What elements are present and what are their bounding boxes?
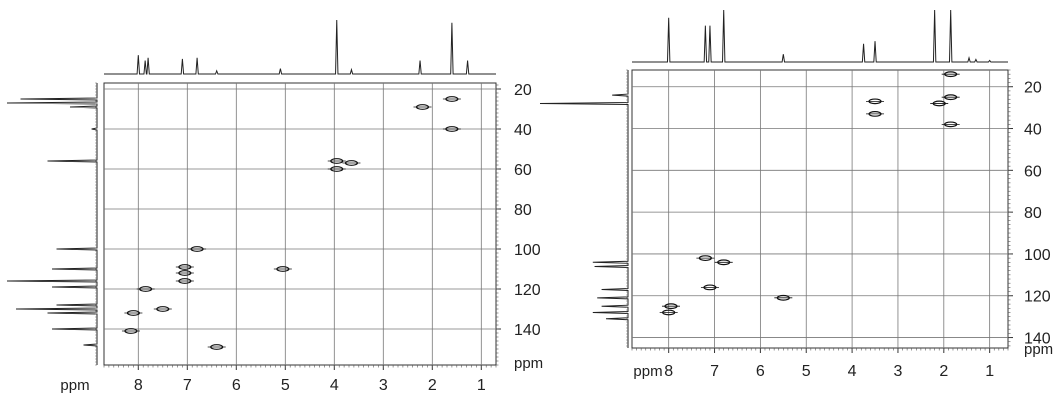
chart1-x-tick-label: 6 [232,377,241,394]
chart2-x-tick-label: 1 [985,363,994,380]
chart1-y-tick-label: 80 [514,202,532,219]
chart1-x-tick-label: 8 [134,377,143,394]
chart1-x-tick-label: 1 [477,377,486,394]
chart2-y-tick-label: 120 [1024,289,1051,306]
chart1-x-tick-label: 2 [428,377,437,394]
chart1-plot-frame [103,82,497,366]
chart1-y-tick-label: 60 [514,162,532,179]
chart2-x-tick-label: 3 [893,363,902,380]
chart2-x-tick-label: 7 [710,363,719,380]
chart2-y-tick-label: 80 [1024,205,1042,222]
chart2-x-tick-label: 4 [848,363,857,380]
chart2-x-tick-label: 8 [664,363,673,380]
chart1-y-tick-label: 40 [514,122,532,139]
chart2-y-tick-label: 40 [1024,122,1042,139]
chart2-x-tick-label: 5 [802,363,811,380]
chart1-y-tick-label: 120 [514,282,541,299]
chart2-y-tick-label: 20 [1024,80,1042,97]
chart2-plot-frame [631,69,1009,349]
chart1-x-tick-label: 7 [183,377,192,394]
chart2-y-tick-label: 100 [1024,247,1051,264]
chart1-x-axis-label: ppm [60,377,89,394]
chart1-y-tick-label: 20 [514,82,532,99]
chart2-x-tick-label: 2 [939,363,948,380]
chart1-top-projection-spectrum [104,19,496,75]
chart2-left-projection-spectrum [539,70,629,348]
chart1-y-tick-label: 140 [514,322,541,339]
chart2-y-axis-label: ppm [1024,341,1053,358]
chart1-x-tick-label: 4 [330,377,339,394]
chart2-y-tick-label: 140 [1024,331,1051,348]
chart1-x-tick-label: 3 [379,377,388,394]
chart2-x-axis-label: ppm [633,363,662,380]
chart1-group: 8 7 6 5 4 3 2 1 ppm 20 40 60 80 100 120 140 ppm [6,19,543,394]
chart2-y-tick-label: 60 [1024,163,1042,180]
chart2-x-tick-label: 6 [756,363,765,380]
chart1-y-tick-label: 100 [514,242,541,259]
chart1-y-axis-label: ppm [514,355,543,372]
chart1-x-tick-label: 5 [281,377,290,394]
chart1-left-projection-spectrum [6,83,98,365]
chart2-top-projection-spectrum [632,9,1008,63]
